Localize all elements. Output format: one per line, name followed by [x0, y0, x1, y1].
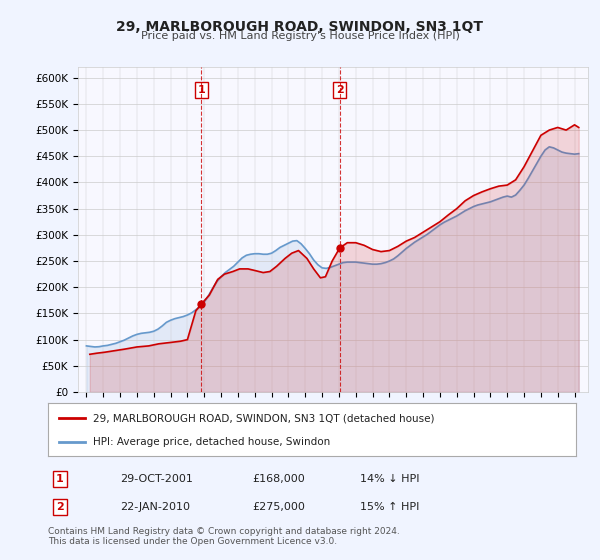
Text: 29-OCT-2001: 29-OCT-2001: [120, 474, 193, 484]
Text: 29, MARLBOROUGH ROAD, SWINDON, SN3 1QT (detached house): 29, MARLBOROUGH ROAD, SWINDON, SN3 1QT (…: [93, 413, 434, 423]
Text: 15% ↑ HPI: 15% ↑ HPI: [360, 502, 419, 512]
Text: 1: 1: [56, 474, 64, 484]
Text: HPI: Average price, detached house, Swindon: HPI: Average price, detached house, Swin…: [93, 436, 330, 446]
Text: Price paid vs. HM Land Registry's House Price Index (HPI): Price paid vs. HM Land Registry's House …: [140, 31, 460, 41]
Text: 2: 2: [336, 85, 344, 95]
Text: £275,000: £275,000: [252, 502, 305, 512]
Text: Contains HM Land Registry data © Crown copyright and database right 2024.
This d: Contains HM Land Registry data © Crown c…: [48, 526, 400, 546]
Text: £168,000: £168,000: [252, 474, 305, 484]
Text: 1: 1: [197, 85, 205, 95]
Text: 14% ↓ HPI: 14% ↓ HPI: [360, 474, 419, 484]
Text: 2: 2: [56, 502, 64, 512]
Text: 29, MARLBOROUGH ROAD, SWINDON, SN3 1QT: 29, MARLBOROUGH ROAD, SWINDON, SN3 1QT: [116, 20, 484, 34]
Text: 22-JAN-2010: 22-JAN-2010: [120, 502, 190, 512]
